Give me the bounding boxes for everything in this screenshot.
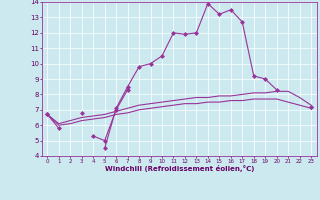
X-axis label: Windchill (Refroidissement éolien,°C): Windchill (Refroidissement éolien,°C) bbox=[105, 165, 254, 172]
